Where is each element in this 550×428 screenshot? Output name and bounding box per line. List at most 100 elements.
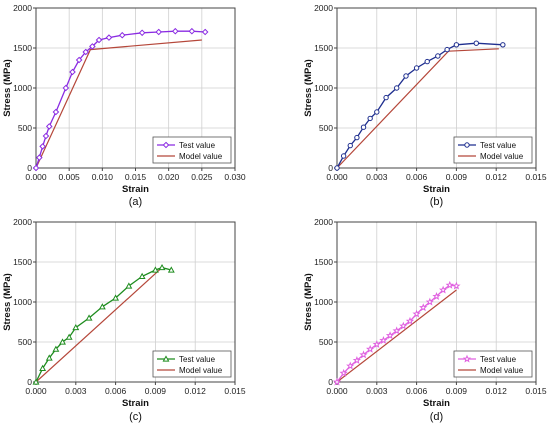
data-point-8 xyxy=(394,85,400,91)
data-point-2 xyxy=(346,361,355,370)
data-point-9 xyxy=(112,294,120,301)
x-tick-label: 0.000 xyxy=(326,172,348,182)
data-point-3 xyxy=(352,356,362,364)
data-point-12 xyxy=(105,34,113,41)
y-tick-label: 500 xyxy=(18,123,32,133)
data-point-13 xyxy=(444,46,450,53)
x-tick-label: 0.003 xyxy=(366,172,388,182)
data-point-11 xyxy=(138,272,146,279)
y-tick-label: 1000 xyxy=(314,297,333,307)
data-point-17 xyxy=(188,27,196,35)
data-point-1 xyxy=(340,153,347,159)
data-point-15 xyxy=(155,28,163,36)
y-tick-label: 500 xyxy=(319,337,333,347)
data-point-13 xyxy=(419,303,428,312)
data-point-8 xyxy=(385,331,395,340)
legend-box xyxy=(152,136,232,164)
data-point-15 xyxy=(473,40,479,46)
data-point-4 xyxy=(59,338,66,345)
data-point-2 xyxy=(39,143,46,150)
data-point-7 xyxy=(379,336,388,344)
data-point-5 xyxy=(52,108,60,116)
x-tick-label: 0.005 xyxy=(59,172,81,182)
legend: Test value Model value xyxy=(453,350,533,378)
x-tick-label: 0.015 xyxy=(525,172,547,182)
legend-label-test-value: Test value xyxy=(480,141,517,150)
y-tick-label: 1000 xyxy=(314,83,333,93)
x-tick-label: 0.009 xyxy=(145,386,167,396)
data-point-7 xyxy=(383,94,389,101)
series-line-model-value xyxy=(35,267,163,383)
x-tick-label: 0.009 xyxy=(446,172,468,182)
data-point-10 xyxy=(89,43,96,50)
x-tick-label: 0.015 xyxy=(125,172,147,182)
x-axis-label: Strain xyxy=(122,398,149,409)
data-point-legend xyxy=(162,355,170,362)
x-tick-label: 0.006 xyxy=(406,172,428,182)
data-point-17 xyxy=(445,280,454,289)
legend: Test value Model value xyxy=(152,350,232,378)
data-point-9 xyxy=(403,73,409,79)
x-tick-label: 0.015 xyxy=(525,386,547,396)
legend-label-test-value: Test value xyxy=(179,141,216,150)
data-point-5 xyxy=(367,115,373,122)
chart-panel-b: 0 500 1000 1500 2000 0.000 0.003 0.006 0.009 0.01… xyxy=(303,3,547,208)
data-point-7 xyxy=(69,68,76,76)
data-point-16 xyxy=(438,285,448,294)
data-point-9 xyxy=(392,326,401,335)
x-tick-label: 0.003 xyxy=(366,386,388,396)
data-point-9 xyxy=(82,48,90,56)
data-point-legend xyxy=(464,142,470,148)
data-point-8 xyxy=(75,56,83,64)
data-point-10 xyxy=(125,282,133,289)
data-point-14 xyxy=(138,29,146,37)
data-point-1 xyxy=(339,368,348,377)
data-point-12 xyxy=(151,266,159,273)
x-tick-label: 0.010 xyxy=(92,172,114,182)
panel-label: (c) xyxy=(129,411,142,423)
y-tick-label: 1500 xyxy=(13,43,32,53)
data-point-16 xyxy=(171,27,179,35)
chart-panel-c: 0 500 1000 1500 2000 0.000 0.003 0.006 0.009 0.01… xyxy=(2,217,246,423)
data-point-18 xyxy=(201,28,209,36)
legend-label-model-value: Model value xyxy=(179,366,223,375)
data-point-14 xyxy=(167,266,175,273)
data-point-8 xyxy=(98,303,106,310)
series-line-model-value xyxy=(35,39,202,169)
y-axis-label: Stress (MPa) xyxy=(303,59,314,117)
panel-label: (b) xyxy=(430,196,443,208)
y-tick-label: 1500 xyxy=(314,43,333,53)
data-point-3 xyxy=(52,345,60,352)
legend-label-model-value: Model value xyxy=(480,366,524,375)
data-point-2 xyxy=(45,354,53,361)
y-tick-label: 2000 xyxy=(314,3,333,13)
x-tick-label: 0.030 xyxy=(224,172,246,182)
x-tick-label: 0.006 xyxy=(406,386,428,396)
x-tick-label: 0.015 xyxy=(224,386,246,396)
legend-label-test-value: Test value xyxy=(179,355,216,364)
data-point-12 xyxy=(412,309,421,318)
data-point-3 xyxy=(42,132,50,140)
legend: Test value Model value xyxy=(453,136,533,164)
data-point-12 xyxy=(435,53,441,59)
x-axis-label: Strain xyxy=(122,184,149,195)
data-point-6 xyxy=(372,340,381,348)
y-tick-label: 0 xyxy=(27,377,32,387)
x-tick-label: 0.012 xyxy=(185,386,207,396)
x-axis-label: Strain xyxy=(423,398,450,409)
panel-label: (a) xyxy=(129,196,142,208)
data-point-13 xyxy=(158,263,166,271)
data-point-6 xyxy=(62,84,70,92)
x-tick-label: 0.012 xyxy=(486,172,508,182)
panel-label: (d) xyxy=(430,411,443,423)
data-point-10 xyxy=(413,65,420,71)
y-tick-label: 500 xyxy=(18,337,32,347)
y-tick-label: 2000 xyxy=(314,217,333,227)
data-point-13 xyxy=(118,31,126,39)
legend: Test value Model value xyxy=(152,136,232,164)
x-tick-label: 0.009 xyxy=(446,386,468,396)
legend-label-model-value: Model value xyxy=(179,152,223,161)
data-point-0 xyxy=(32,164,40,172)
y-tick-label: 500 xyxy=(319,123,333,133)
data-point-6 xyxy=(374,109,380,115)
